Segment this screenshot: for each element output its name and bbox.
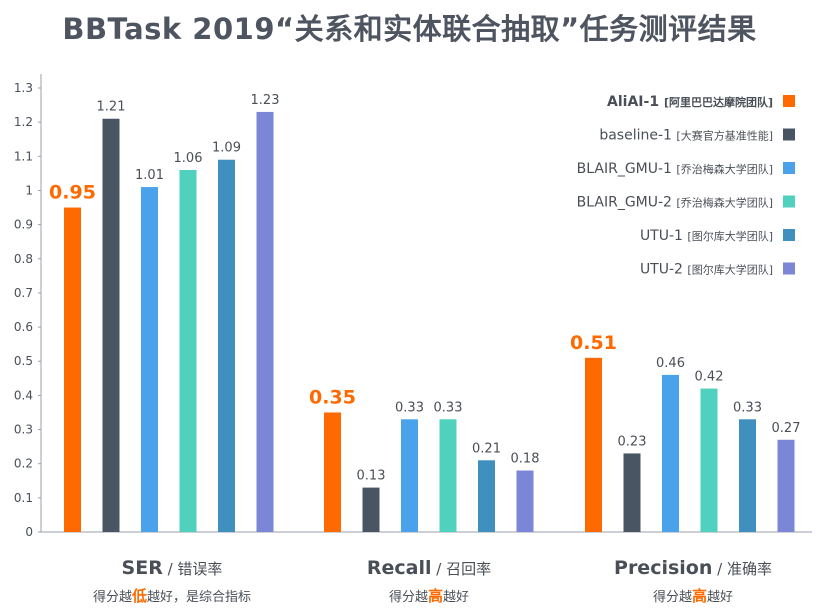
y-tick-label: 0.3 (14, 423, 33, 437)
legend-label-blair_gmu-2: BLAIR_GMU-2 [乔治梅森大学团队] (577, 195, 773, 211)
group-label-precision: Precision / 准确率 (614, 557, 772, 579)
y-tick-label: 0.7 (14, 286, 33, 300)
y-tick-label: 1.3 (14, 81, 33, 95)
y-tick-label: 1 (25, 183, 33, 197)
y-tick-label: 0 (25, 525, 33, 539)
data-label: 1.01 (135, 168, 164, 183)
legend-label-utu-1: UTU-1 [图尔库大学团队] (640, 228, 773, 244)
bar-baseline-1-ser (102, 118, 120, 532)
bar-aliai-1-precision (585, 357, 602, 532)
group-note: 得分越高越好 (389, 587, 469, 605)
data-label: 0.33 (733, 400, 762, 415)
y-tick-label: 1.1 (14, 149, 33, 163)
bar-blair_gmu-1-ser (141, 187, 158, 533)
bar-utu-1-precision (739, 419, 756, 532)
bar-aliai-1-recall (324, 412, 341, 532)
bar-blair_gmu-1-precision (662, 374, 679, 532)
y-tick-label: 0.8 (14, 252, 33, 266)
legend-label-baseline-1: baseline-1 [大赛官方基准性能] (599, 128, 773, 144)
data-label: 0.27 (772, 421, 801, 436)
group-note: 得分越低越好，是综合指标 (93, 587, 251, 605)
data-label: 1.23 (251, 93, 280, 108)
y-tick-label: 0.6 (14, 320, 33, 334)
bar-utu-2-precision (777, 439, 795, 532)
bar-blair_gmu-2-recall (439, 419, 457, 532)
y-tick-label: 0.9 (14, 218, 33, 232)
legend-swatch-blair_gmu-1 (783, 162, 795, 174)
bar-utu-2-recall (516, 470, 534, 532)
data-label: 0.18 (511, 452, 540, 467)
data-label: 0.33 (395, 400, 424, 415)
legend-swatch-utu-2 (783, 262, 795, 275)
y-tick-label: 0.5 (14, 354, 33, 368)
bar-blair_gmu-1-recall (401, 419, 418, 532)
y-tick-label: 0.4 (14, 388, 33, 402)
data-label: 0.33 (434, 400, 463, 415)
data-label: 1.21 (97, 100, 126, 115)
legend-swatch-baseline-1 (783, 128, 795, 141)
data-label: 1.09 (212, 141, 241, 156)
data-label: 1.06 (174, 151, 203, 166)
y-tick-label: 0.2 (14, 457, 33, 471)
y-tick-label: 0.1 (14, 491, 33, 505)
bar-blair_gmu-2-precision (700, 388, 718, 532)
chart-title: BBTask 2019“关系和实体联合抽取”任务测评结果 (62, 12, 757, 46)
data-label: 0.95 (49, 182, 96, 204)
bar-baseline-1-precision (623, 453, 641, 532)
data-label: 0.51 (570, 332, 617, 354)
data-label: 0.13 (357, 469, 386, 484)
data-label: 0.23 (618, 434, 647, 449)
data-label: 0.42 (695, 370, 724, 385)
group-note: 得分越高越好 (653, 587, 733, 605)
bar-blair_gmu-2-ser (179, 169, 197, 532)
data-label: 0.35 (309, 386, 356, 408)
group-label-ser: SER / 错误率 (122, 557, 223, 579)
bar-utu-1-ser (218, 159, 235, 532)
bar-baseline-1-recall (362, 487, 380, 532)
bar-utu-2-ser (256, 111, 274, 533)
data-label: 0.21 (472, 441, 501, 456)
legend-label-utu-2: UTU-2 [图尔库大学团队] (640, 262, 773, 278)
y-tick-label: 1.2 (14, 115, 33, 129)
legend-label-blair_gmu-1: BLAIR_GMU-1 [乔治梅森大学团队] (577, 161, 773, 177)
legend-label-aliai-1: AliAI-1 [阿里巴巴达摩院团队] (607, 94, 773, 110)
bar-aliai-1-ser (64, 207, 81, 533)
legend-swatch-aliai-1 (783, 95, 795, 107)
legend-swatch-utu-1 (783, 229, 795, 241)
group-label-recall: Recall / 召回率 (367, 557, 491, 579)
bar-utu-1-recall (478, 460, 495, 532)
legend-swatch-blair_gmu-2 (783, 195, 795, 208)
data-label: 0.46 (656, 356, 685, 371)
